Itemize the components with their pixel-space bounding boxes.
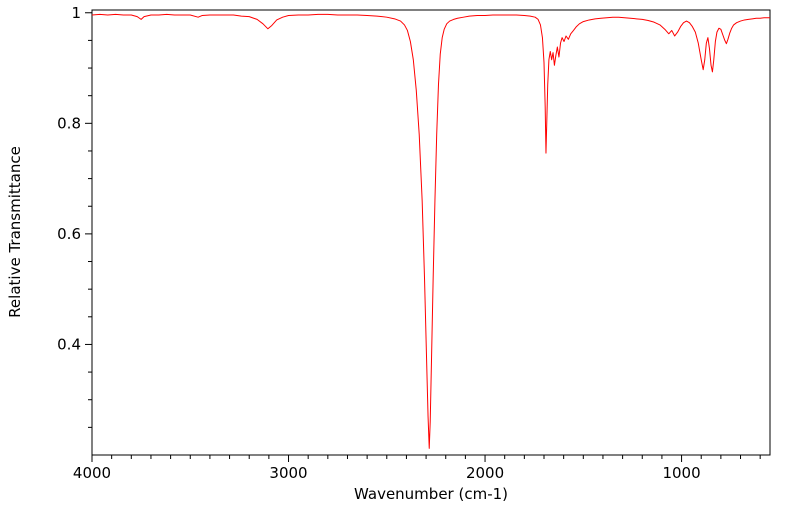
spectrum-line-layer bbox=[92, 13, 770, 449]
x-axis-title: Wavenumber (cm-1) bbox=[354, 485, 508, 503]
axis-ticks bbox=[85, 12, 761, 462]
y-tick-label: 0.4 bbox=[57, 335, 81, 353]
x-tick-label: 2000 bbox=[466, 464, 504, 482]
axis-tick-labels: 1000 2000 3000 4000 0.4 0.6 0.8 1 bbox=[57, 4, 701, 482]
x-tick-label: 4000 bbox=[73, 464, 111, 482]
plot-border bbox=[91, 9, 771, 456]
x-tick-label: 3000 bbox=[269, 464, 307, 482]
y-tick-label: 1 bbox=[71, 4, 81, 22]
x-tick-label: 1000 bbox=[662, 464, 700, 482]
y-tick-label: 0.6 bbox=[57, 225, 81, 243]
y-tick-label: 0.8 bbox=[57, 114, 81, 132]
y-axis-title: Relative Transmittance bbox=[6, 146, 24, 318]
spectrum-line bbox=[92, 13, 770, 449]
